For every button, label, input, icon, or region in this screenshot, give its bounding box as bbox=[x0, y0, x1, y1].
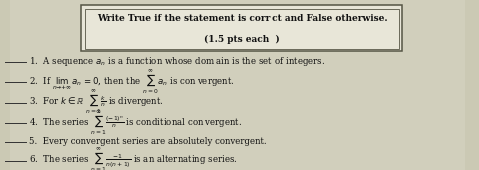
Bar bbox=[81, 5, 402, 51]
Text: 5.  Every convergent series are absolutely convergent.: 5. Every convergent series are absolutel… bbox=[29, 137, 266, 146]
Text: 1.  A sequence $a_n$ is a function whose dom ain is the set of integers.: 1. A sequence $a_n$ is a function whose … bbox=[29, 55, 325, 68]
Text: 2.  If $\lim_{n\to+\infty} a_n = 0$, then the $\sum_{n=0}^{\infty} a_n$ is con v: 2. If $\lim_{n\to+\infty} a_n = 0$, then… bbox=[29, 67, 234, 96]
Bar bbox=[85, 9, 399, 49]
Text: 4.  The series $\sum_{n=1}^{\infty} \frac{(-1)^n}{n}$ is conditional con vergent: 4. The series $\sum_{n=1}^{\infty} \frac… bbox=[29, 108, 242, 137]
Text: Write True if the statement is corr ct and False otherwise.: Write True if the statement is corr ct a… bbox=[97, 14, 387, 23]
Text: 3.  For $k \in \mathbb{R}$ $\sum_{n=1}^{\infty}\frac{k}{n}$ is divergent.: 3. For $k \in \mathbb{R}$ $\sum_{n=1}^{\… bbox=[29, 88, 164, 116]
Text: (1.5 pts each  ): (1.5 pts each ) bbox=[204, 35, 280, 44]
Text: 6.  The series $\sum_{n=1}^{\infty} \frac{-1}{n(n+1)}$ is an alternating series.: 6. The series $\sum_{n=1}^{\infty} \frac… bbox=[29, 146, 238, 170]
